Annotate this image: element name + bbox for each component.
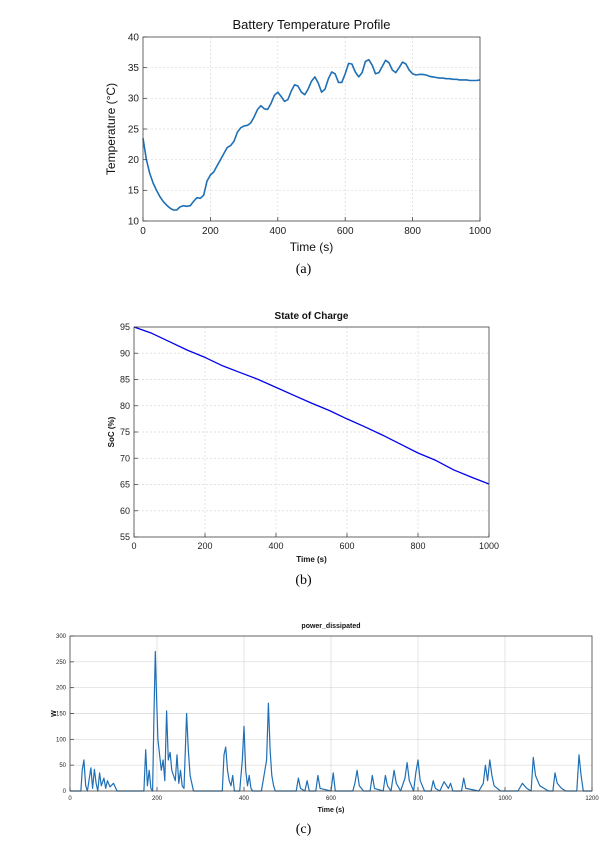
temperature-chart: 0 200 400 600 800 1000 10 15 20 25 30 35 40 Battery T… (104, 17, 492, 254)
power-y-tick-label: 300 (56, 634, 67, 640)
soc-y-tick-label: 80 (120, 401, 130, 411)
power-x-tick-label: 400 (239, 796, 250, 802)
soc-x-tick-label: 0 (131, 541, 136, 551)
power-y-tick-label: 150 (56, 712, 67, 718)
power-x-tick-label: 800 (413, 796, 424, 802)
temp-y-tick-label: 20 (128, 155, 140, 166)
soc-y-tick-label: 60 (120, 506, 130, 516)
temp-y-tick-label: 10 (128, 216, 140, 227)
temp-y-tick-label: 35 (128, 63, 140, 74)
temp-series-line-0 (142, 58, 481, 211)
temp-x-tick-label: 400 (269, 226, 286, 237)
power-y-tick-label: 200 (56, 686, 67, 692)
power-y-tick-label: 100 (56, 737, 67, 743)
temp-x-axis-label: Time (s) (290, 240, 334, 254)
power-y-tick-label: 0 (63, 789, 67, 795)
temp-x-tick-label: 200 (202, 226, 219, 237)
soc-y-tick-label: 65 (120, 480, 130, 490)
soc-y-tick-label: 85 (120, 375, 130, 385)
power-x-axis-label: Time (s) (318, 807, 345, 814)
soc-x-tick-label: 200 (197, 541, 212, 551)
power-y-axis-label: W (51, 710, 58, 717)
temp-y-tick-label: 25 (128, 124, 140, 135)
soc-y-tick-label: 70 (120, 453, 130, 463)
power-title: power_dissipated (301, 623, 360, 630)
caption-c: (c) (295, 822, 312, 837)
soc-title: State of Charge (275, 311, 349, 322)
power-chart: 0 200 400 600 800 1000 1200 0 50 100 150 200 250 300 p… (51, 623, 599, 814)
soc-x-tick-label: 400 (268, 541, 283, 551)
soc-x-axis-label: Time (s) (296, 555, 327, 564)
power-x-tick-label: 1000 (498, 796, 512, 802)
power-y-tick-label: 50 (59, 763, 66, 769)
temp-y-tick-label: 30 (128, 94, 140, 105)
soc-y-tick-label: 75 (120, 427, 130, 437)
soc-x-tick-label: 600 (339, 541, 354, 551)
temp-title: Battery Temperature Profile (233, 17, 391, 32)
soc-y-tick-label: 90 (120, 348, 130, 358)
temp-y-axis-label: Temperature (°C) (104, 83, 118, 175)
power-x-tick-label: 1200 (585, 796, 599, 802)
power-x-tick-label: 0 (68, 796, 72, 802)
soc-x-tick-label: 800 (410, 541, 425, 551)
soc-y-tick-label: 55 (120, 532, 130, 542)
soc-y-tick-label: 95 (120, 322, 130, 332)
temp-x-tick-label: 0 (140, 226, 146, 237)
temp-x-tick-label: 600 (337, 226, 354, 237)
power-x-tick-label: 200 (152, 796, 163, 802)
power-series-line-0 (70, 650, 592, 792)
temp-y-tick-label: 40 (128, 32, 140, 43)
temp-x-tick-label: 800 (404, 226, 421, 237)
temp-x-tick-label: 1000 (469, 226, 492, 237)
power-x-tick-label: 600 (326, 796, 337, 802)
soc-series-line-0 (133, 326, 490, 485)
power-y-tick-label: 250 (56, 660, 67, 666)
soc-chart: 0 200 400 600 800 1000 55 60 65 70 75 80 85 90 95 State… (107, 311, 499, 564)
soc-x-tick-label: 1000 (479, 541, 499, 551)
temp-y-tick-label: 15 (128, 186, 140, 197)
caption-a: (a) (295, 262, 312, 277)
caption-b: (b) (295, 573, 312, 588)
soc-y-axis-label: SoC (%) (107, 416, 116, 447)
